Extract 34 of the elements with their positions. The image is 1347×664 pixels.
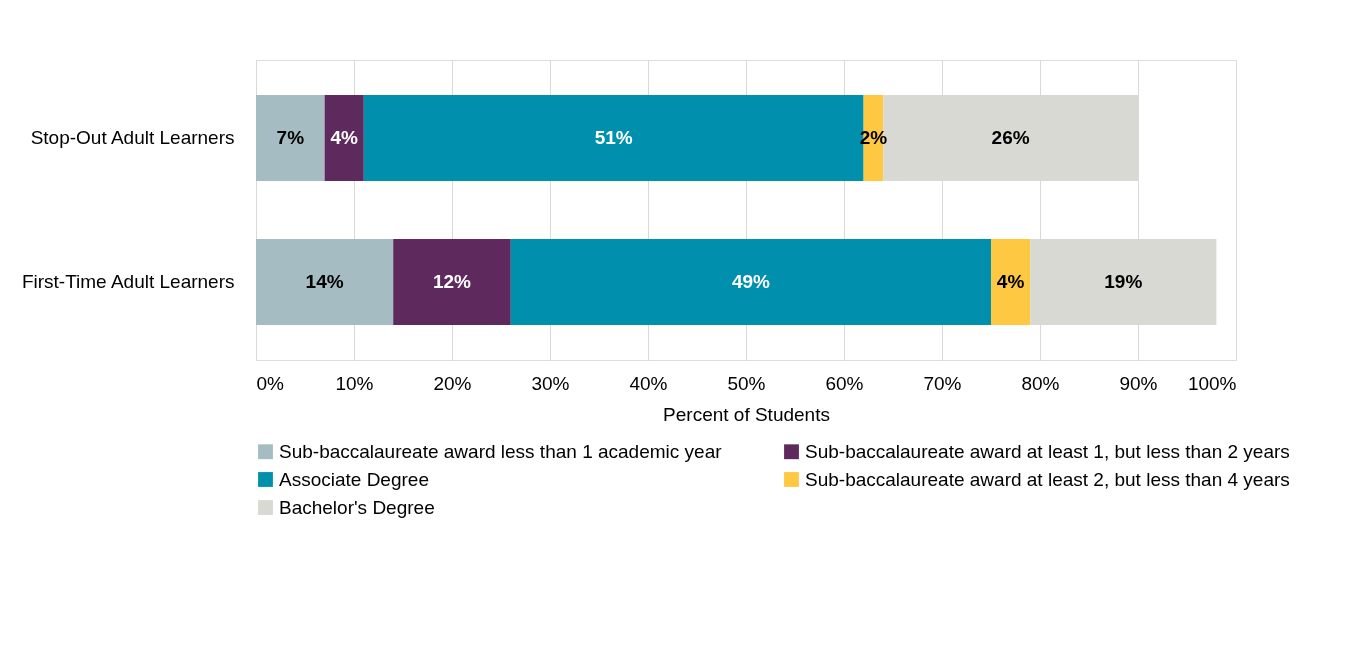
x-tick-label: 0% (256, 372, 285, 394)
data-label: 49% (731, 271, 771, 293)
data-label: 4% (330, 126, 359, 148)
x-axis-title: Percent of Students (663, 403, 830, 425)
x-tick-label: 100% (1187, 372, 1237, 394)
x-tick-label: 40% (629, 372, 668, 394)
legend-label: Associate Degree (279, 468, 429, 490)
x-tick-label: 20% (433, 372, 472, 394)
legend-label: Bachelor's Degree (279, 496, 435, 518)
bar (393, 239, 511, 326)
x-tick-label: 90% (1119, 372, 1158, 394)
y-tick-label: First-Time Adult Learners (21, 271, 235, 293)
x-tick-label: 50% (727, 372, 766, 394)
data-label: 19% (1104, 271, 1143, 293)
x-tick-label: 70% (923, 372, 962, 394)
data-label: 14% (305, 271, 344, 293)
bar (256, 239, 394, 326)
legend-label: Sub-baccalaureate award at least 1, but less than 2 years (805, 440, 1290, 462)
x-tick-label: 10% (335, 372, 374, 394)
bar (510, 239, 991, 326)
bar (991, 239, 1031, 326)
x-tick-label: 80% (1021, 372, 1060, 394)
legend-label: Sub-baccalaureate award at least 2, but less than 4 years (805, 468, 1290, 490)
data-label: 51% (594, 126, 633, 148)
data-label: 26% (991, 126, 1030, 148)
x-tick-label: 30% (531, 372, 570, 394)
y-tick-label: Stop-Out Adult Learners (30, 126, 235, 148)
bar (324, 94, 364, 181)
data-label: 12% (432, 271, 472, 293)
data-label: 4% (996, 271, 1025, 293)
bar (256, 94, 325, 181)
x-tick-label: 60% (825, 372, 864, 394)
data-label: 7% (276, 126, 305, 148)
legend-label: Sub-baccalaureate award less than 1 academic year (279, 440, 723, 462)
